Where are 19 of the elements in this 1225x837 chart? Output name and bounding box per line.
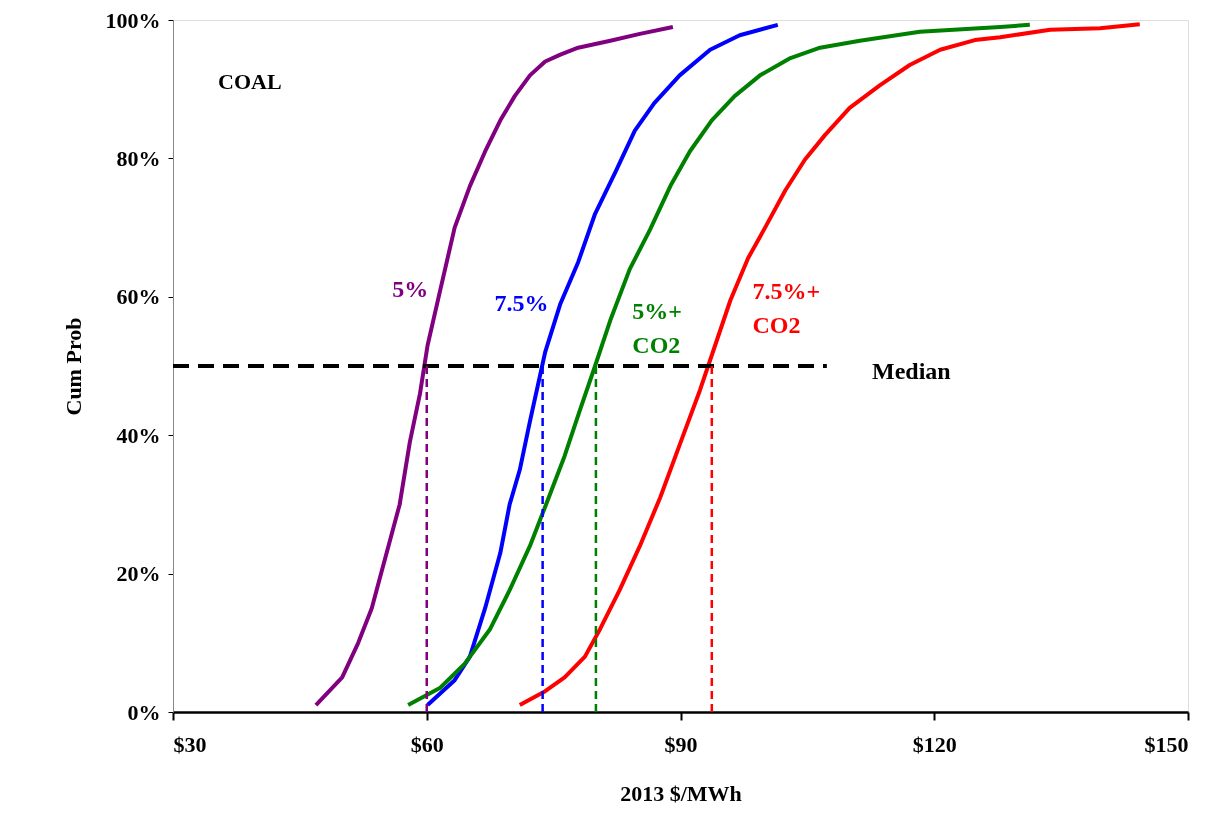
y-tick-label: 20% [116,561,161,587]
annotation: Median [872,358,951,384]
x-axis-title: 2013 $/MWh [620,780,742,806]
x-tick-label: $90 [664,731,698,757]
y-axis-title: Cum Prob [60,317,86,416]
x-tick-label: $120 [912,731,957,757]
x-tick-label: $60 [410,731,444,757]
y-tick-label: 0% [127,699,161,725]
annotation: COAL [218,69,282,94]
y-tick-label: 80% [116,145,161,171]
y-tick-label: 40% [116,422,161,448]
series-label: 7.5% [494,289,549,316]
y-tick-label: 100% [105,7,161,33]
series-label: 7.5%+ CO2 [752,278,821,339]
series-label: 5%+ CO2 [632,298,682,359]
series-label: 5% [392,275,429,302]
y-tick-label: 60% [116,284,161,310]
x-tick-label: $30 [173,731,207,757]
x-tick-label: $150 [1144,731,1189,757]
